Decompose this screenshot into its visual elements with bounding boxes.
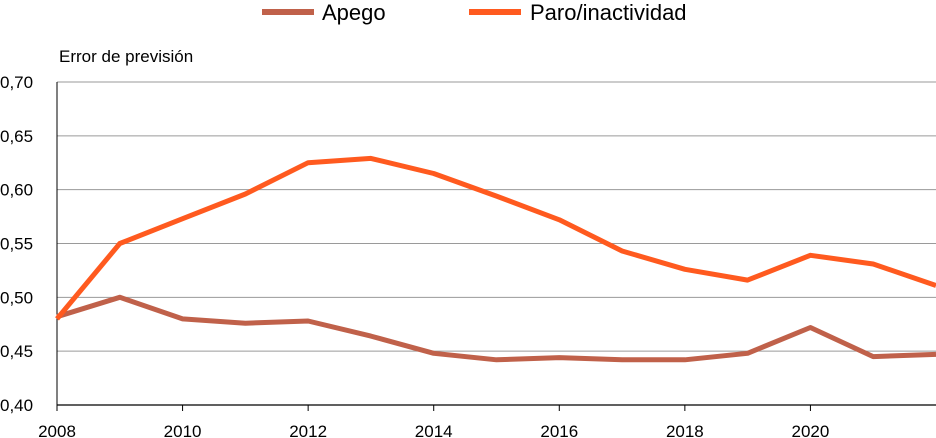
y-tick-label: 0,50 (0, 288, 33, 307)
y-tick-label: 0,45 (0, 342, 33, 361)
x-tick-label: 2020 (792, 422, 830, 438)
x-tick-label: 2018 (666, 422, 704, 438)
legend-item-paro-inactividad: Paro/inactividad (469, 0, 687, 25)
series-line-apego (56, 294, 936, 363)
axes (56, 82, 936, 406)
gridlines (57, 81, 936, 352)
series-line-paro-inactividad (55, 155, 936, 321)
y-tick-label: 0,60 (0, 181, 33, 200)
x-tick-label: 2010 (164, 422, 202, 438)
x-tick-label: 2016 (540, 422, 578, 438)
x-tick-label: 2014 (415, 422, 453, 438)
x-tick-labels: 2008 2010 2012 2014 2016 2018 2020 (38, 405, 829, 438)
y-tick-label: 0,55 (0, 235, 33, 254)
legend-label: Paro/inactividad (530, 0, 687, 25)
y-axis-label: Error de previsión (59, 47, 193, 66)
legend-label: Apego (322, 0, 386, 25)
series-lines (55, 155, 936, 363)
y-tick-label: 0,70 (0, 73, 33, 92)
y-tick-label: 0,65 (0, 127, 33, 146)
legend: Apego Paro/inactividad (262, 0, 687, 25)
x-tick-label: 2012 (289, 422, 327, 438)
y-tick-label: 0,40 (0, 396, 33, 415)
y-tick-labels: 0,40 0,45 0,50 0,55 0,60 0,65 0,70 (0, 73, 33, 415)
x-tick-label: 2008 (38, 422, 76, 438)
legend-item-apego: Apego (262, 0, 386, 25)
